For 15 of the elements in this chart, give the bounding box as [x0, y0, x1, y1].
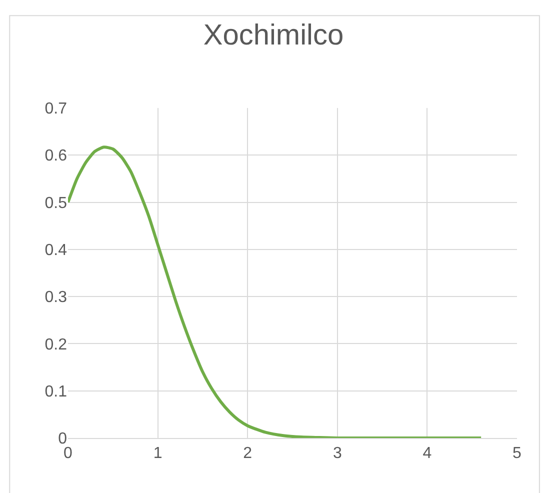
x-tick-label: 5: [512, 445, 522, 462]
line-series: [68, 146, 483, 438]
y-tick-label: 0.1: [44, 383, 68, 400]
y-tick-label: 0.3: [44, 289, 68, 306]
y-tick-label: 0.6: [44, 148, 68, 165]
y-tick-label: 0: [58, 430, 68, 448]
x-tick-label: 4: [422, 445, 432, 462]
y-tick-label: 0.5: [44, 194, 68, 212]
y-tick-label: 0.2: [44, 336, 68, 354]
x-tick-label: 1: [153, 445, 162, 462]
y-tick-label: 0.7: [44, 100, 68, 118]
chart-title: Xochimilco: [203, 20, 344, 52]
x-tick-label: 2: [243, 445, 252, 462]
x-tick-label: 3: [332, 445, 342, 462]
y-tick-label: 0.4: [44, 242, 68, 260]
